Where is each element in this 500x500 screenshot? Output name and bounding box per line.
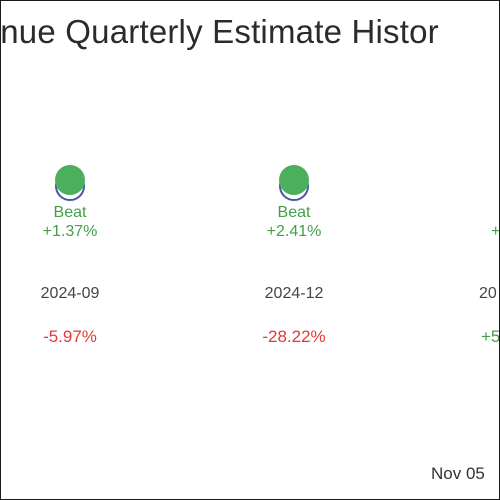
- result-label: Beat: [53, 204, 87, 221]
- actual-dot: [279, 165, 309, 195]
- quarter-column-partial: + 20 +5: [459, 161, 500, 347]
- surprise-label: +2.41%: [266, 223, 322, 240]
- change-label: -28.22%: [262, 327, 326, 346]
- surprise-label: +1.37%: [42, 223, 98, 240]
- period-label: 2024-09: [40, 285, 100, 302]
- footer-date: Nov 05: [431, 464, 485, 483]
- estimate-marker: [53, 161, 87, 203]
- chart-title: venue Quarterly Estimate Histor: [0, 13, 439, 50]
- surprise-label: +: [491, 223, 500, 240]
- change-label: +5: [481, 327, 500, 346]
- actual-dot: [55, 165, 85, 195]
- estimate-marker: [277, 161, 311, 203]
- period-label: 20: [479, 285, 497, 302]
- quarter-column-2024-12: Beat +2.41% 2024-12 -28.22%: [234, 161, 354, 347]
- quarter-column-2024-09: Beat +1.37% 2024-09 -5.97%: [10, 161, 130, 347]
- period-label: 2024-12: [264, 285, 324, 302]
- result-label: [459, 203, 499, 222]
- change-label: -5.97%: [43, 327, 97, 346]
- result-label: Beat: [277, 204, 311, 221]
